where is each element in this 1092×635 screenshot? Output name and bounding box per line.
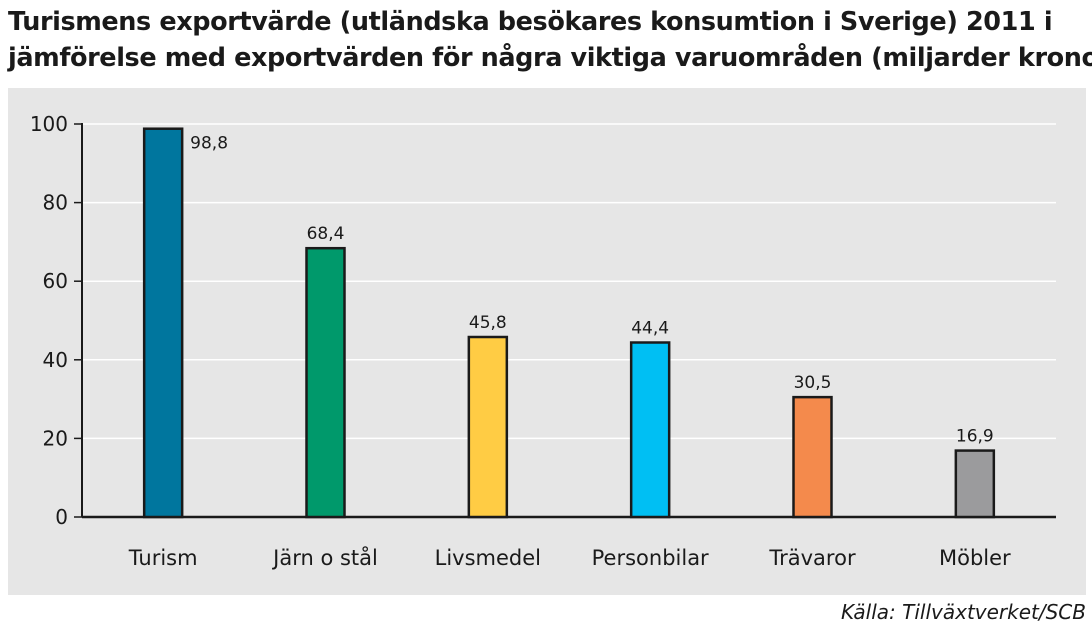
data-label: 30,5 — [794, 373, 832, 393]
y-tick-label: 100 — [30, 112, 68, 136]
chart-panel: 0 20 40 60 80 100 98,8 Turism 68,4 Järn o stål 45,… — [8, 88, 1086, 595]
x-tick-label: Möbler — [939, 546, 1011, 570]
bar — [142, 127, 184, 519]
bar — [305, 246, 346, 519]
x-tick-label: Livsmedel — [435, 546, 541, 570]
bar-chart: 0 20 40 60 80 100 98,8 Turism 68,4 Järn o stål 45,… — [30, 112, 1056, 570]
x-tick-label: Personbilar — [592, 546, 709, 570]
data-label: 44,4 — [631, 319, 669, 339]
chart-title-line-1: Turismens exportvärde (utländska besökar… — [8, 7, 1053, 37]
y-tick-label: 20 — [43, 426, 68, 450]
chart-title-line-2: jämförelse med exportvärden för några vi… — [8, 43, 1092, 73]
bar — [629, 341, 671, 519]
data-label: 68,4 — [307, 224, 345, 244]
chart-title: Turismens exportvärde (utländska besökar… — [8, 4, 1092, 76]
x-tick-label: Trävaror — [768, 546, 856, 570]
bar — [954, 449, 996, 519]
y-tick-label: 80 — [43, 191, 68, 215]
bar — [467, 335, 509, 519]
source-note: Källa: Tillväxtverket/SCB — [841, 600, 1086, 624]
y-tick-label: 60 — [43, 269, 68, 293]
x-tick-label: Turism — [128, 546, 198, 570]
bar — [792, 395, 833, 519]
y-tick-label: 0 — [55, 505, 68, 529]
data-label: 16,9 — [956, 427, 994, 447]
x-tick-label: Järn o stål — [271, 545, 378, 570]
y-tick-label: 40 — [43, 348, 68, 372]
data-label: 45,8 — [469, 313, 507, 333]
data-label: 98,8 — [190, 134, 228, 154]
